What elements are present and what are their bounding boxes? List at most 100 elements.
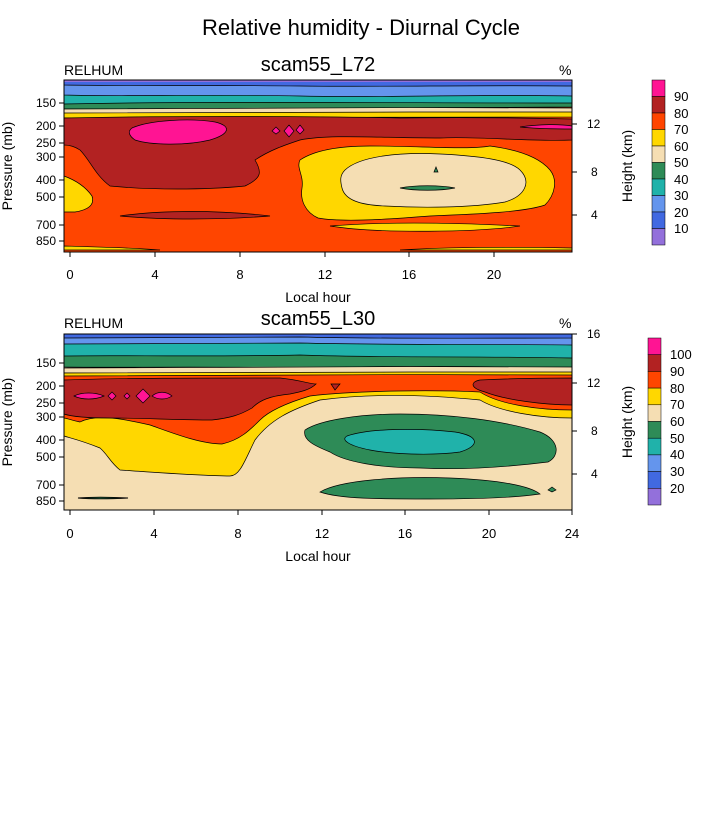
panel2-ylabel-right: Height (km) bbox=[619, 386, 635, 458]
y-tick-label: 250 bbox=[36, 396, 56, 410]
y-tick-200: 200 bbox=[36, 379, 64, 393]
y-tick-400: 400 bbox=[36, 173, 64, 187]
legend-label: 60 bbox=[674, 139, 688, 154]
panel1-pink-spot-2 bbox=[295, 124, 305, 135]
y-tick-150: 150 bbox=[36, 356, 64, 370]
legend-label: 10 bbox=[674, 221, 688, 236]
x-tick-label: 0 bbox=[66, 526, 73, 541]
x-tick-label: 20 bbox=[482, 526, 496, 541]
panel2-left-label: RELHUM bbox=[64, 315, 123, 331]
legend-swatch bbox=[651, 162, 666, 180]
y-tick-700: 700 bbox=[36, 478, 64, 492]
legend-swatch bbox=[651, 96, 666, 114]
y-tick-label: 850 bbox=[36, 234, 56, 248]
panel2-pink-spot-2 bbox=[107, 391, 117, 401]
panel1-frame bbox=[63, 79, 573, 253]
legend-swatch bbox=[647, 354, 662, 372]
x-tick-label: 16 bbox=[398, 526, 412, 541]
legend-swatch bbox=[647, 337, 662, 355]
x-tick-label: 12 bbox=[315, 526, 329, 541]
h-tick-label: 8 bbox=[591, 165, 598, 179]
panel1-fill-90 bbox=[128, 119, 227, 145]
panel2-right-label: % bbox=[559, 315, 571, 331]
h-tick-16: 16 bbox=[572, 327, 601, 341]
legend-swatch bbox=[651, 79, 666, 97]
legend-label: 50 bbox=[674, 155, 688, 170]
legend-swatch bbox=[647, 421, 662, 439]
panel1-yticks: 150 200 250 300 400 500 700 850 bbox=[36, 96, 64, 248]
legend-swatch bbox=[647, 404, 662, 422]
panel1-fill-yellow-low bbox=[329, 222, 521, 232]
panel2-pink-spot-3 bbox=[135, 388, 151, 404]
legend-swatch bbox=[651, 178, 666, 196]
legend-label: 90 bbox=[670, 364, 684, 379]
x-tick-0: 0 bbox=[66, 252, 74, 282]
x-tick-0: 0 bbox=[66, 510, 74, 541]
x-tick-16: 16 bbox=[398, 510, 412, 541]
panel2-ylabel: Pressure (mb) bbox=[0, 378, 15, 467]
panel1-height-ticks: 4 8 12 bbox=[572, 117, 601, 222]
legend-swatch bbox=[647, 471, 662, 489]
legend-label: 30 bbox=[670, 464, 684, 479]
panel2-fill-60-bottom-left bbox=[77, 496, 129, 500]
figure-title: Relative humidity - Diurnal Cycle bbox=[202, 15, 520, 40]
panel1-legend: 90 80 70 60 50 40 30 20 10 bbox=[651, 79, 688, 246]
h-tick-4: 4 bbox=[572, 208, 598, 222]
panel2-fill-100 bbox=[63, 377, 317, 421]
y-tick-300: 300 bbox=[36, 410, 64, 424]
h-tick-label: 16 bbox=[587, 327, 601, 341]
panel2-legend: 100 90 80 70 60 50 40 30 20 bbox=[647, 337, 692, 506]
x-tick-label: 20 bbox=[487, 267, 501, 282]
h-tick-4: 4 bbox=[572, 467, 598, 481]
legend-label: 80 bbox=[674, 106, 688, 121]
y-tick-label: 300 bbox=[36, 410, 56, 424]
h-tick-8: 8 bbox=[572, 165, 598, 179]
panel2-fill-100-right bbox=[472, 377, 573, 406]
panel1-ylabel-right: Height (km) bbox=[619, 130, 635, 202]
y-tick-label: 700 bbox=[36, 478, 56, 492]
panel2-frame bbox=[63, 333, 573, 511]
x-tick-label: 24 bbox=[565, 526, 579, 541]
legend-label: 20 bbox=[674, 205, 688, 220]
panel1-fill-60-bottom bbox=[63, 245, 161, 251]
x-tick-20: 20 bbox=[482, 510, 496, 541]
panel1-pink-spot-1 bbox=[283, 124, 295, 138]
panel-l72: scam55_L72 RELHUM % bbox=[0, 54, 688, 305]
panel2-fill-60-low bbox=[319, 477, 541, 500]
y-tick-300: 300 bbox=[36, 150, 64, 164]
legend-label: 70 bbox=[670, 397, 684, 412]
legend-label: 80 bbox=[670, 381, 684, 396]
panel2-xlabel: Local hour bbox=[285, 548, 351, 564]
y-tick-500: 500 bbox=[36, 450, 64, 464]
y-tick-250: 250 bbox=[36, 136, 64, 150]
x-tick-label: 16 bbox=[402, 267, 416, 282]
panel1-fill-80-low bbox=[119, 211, 271, 220]
legend-swatch bbox=[651, 129, 666, 147]
panel1-xlabel: Local hour bbox=[285, 289, 351, 305]
panel1-fill-50 bbox=[340, 153, 527, 208]
legend-label: 60 bbox=[670, 414, 684, 429]
x-tick-label: 8 bbox=[236, 267, 243, 282]
x-tick-8: 8 bbox=[236, 252, 244, 282]
panel2-xticks: 0 4 8 12 16 20 24 bbox=[66, 510, 579, 541]
panel1-contours bbox=[63, 79, 573, 252]
panel-l30: scam55_L30 RELHUM % bbox=[0, 308, 692, 564]
panel2-pink-spot-4 bbox=[151, 391, 173, 400]
y-tick-label: 200 bbox=[36, 379, 56, 393]
y-tick-150: 150 bbox=[36, 96, 64, 110]
x-tick-24: 24 bbox=[565, 510, 579, 541]
y-tick-label: 500 bbox=[36, 190, 56, 204]
panel2-yticks: 150 200 250 300 400 500 700 850 bbox=[36, 356, 64, 508]
x-tick-label: 12 bbox=[318, 267, 332, 282]
legend-label: 20 bbox=[670, 481, 684, 496]
y-tick-label: 400 bbox=[36, 173, 56, 187]
legend-swatch bbox=[647, 371, 662, 389]
y-tick-label: 200 bbox=[36, 119, 56, 133]
panel2-title: scam55_L30 bbox=[261, 308, 376, 330]
panel2-fill-50 bbox=[344, 429, 475, 455]
panel1-xticks: 0 4 8 12 16 20 bbox=[66, 252, 501, 282]
x-tick-label: 4 bbox=[150, 526, 157, 541]
y-tick-label: 300 bbox=[36, 150, 56, 164]
y-tick-label: 150 bbox=[36, 356, 56, 370]
legend-swatch bbox=[647, 437, 662, 456]
